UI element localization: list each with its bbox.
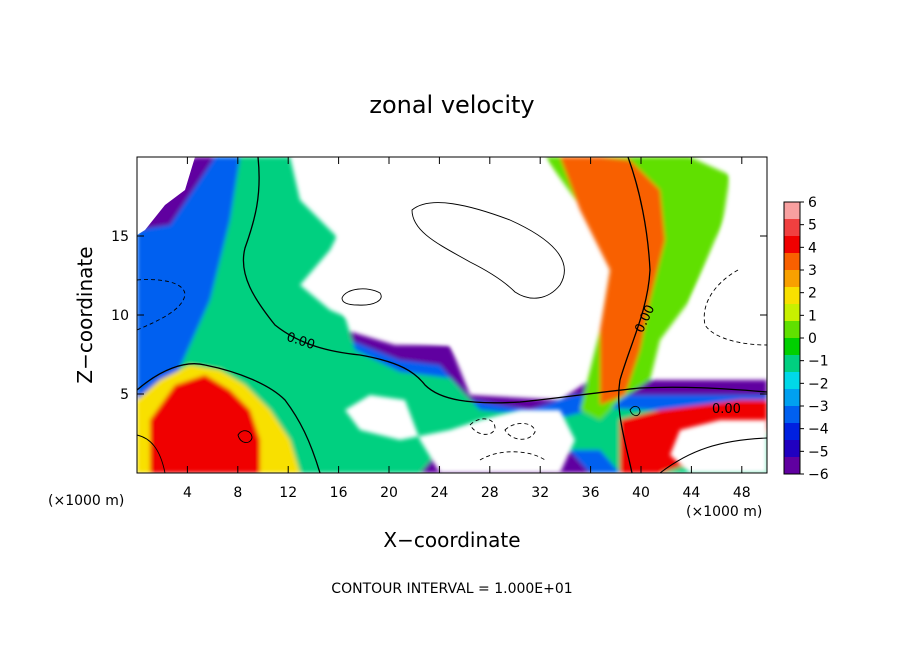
contour-dashed-right — [703, 269, 767, 346]
colorbar-swatch — [784, 338, 800, 356]
contour-dashed-lower-2 — [504, 423, 536, 440]
contour-dashed-lower-1 — [469, 418, 496, 435]
white-region-lower-right — [670, 420, 767, 473]
colorbar-swatch — [784, 202, 800, 220]
white-regions — [137, 157, 767, 473]
colorbar-swatch — [784, 270, 800, 288]
colorbar-label: 6 — [808, 195, 817, 211]
x-tick-label: 12 — [279, 485, 297, 501]
colorbar-label: −4 — [808, 422, 829, 438]
x-tick-label: 8 — [233, 485, 242, 501]
contour-zero-left — [242, 157, 767, 404]
y-tick-label: 5 — [120, 387, 129, 403]
colorbar-label: −6 — [808, 467, 829, 483]
colorbar-label: 1 — [808, 308, 817, 324]
colorbar-swatch — [784, 440, 800, 458]
x-ticks: 4 8 12 16 20 24 28 32 36 40 44 48 — [183, 157, 751, 501]
velocity-field — [137, 157, 767, 473]
field-lower-left-warm — [150, 375, 260, 473]
x-tick-label: 16 — [330, 485, 348, 501]
x-tick-label: 20 — [380, 485, 398, 501]
x-unit-left: (×1000 m) — [48, 493, 124, 509]
contour-lower-left-corner — [137, 434, 166, 473]
colorbar-label: −2 — [808, 376, 829, 392]
colorbar-swatch — [784, 389, 800, 407]
colorbar-swatch — [784, 287, 800, 305]
colorbar: 6 5 4 3 2 1 0 −1 −2 −3 −4 −5 −6 — [783, 195, 829, 483]
contour-interval-note: CONTOUR INTERVAL = 1.000E+01 — [331, 581, 572, 597]
x-axis-label: X−coordinate — [383, 528, 520, 552]
x-tick-label: 28 — [481, 485, 499, 501]
y-ticks: 5 10 15 — [111, 229, 767, 403]
colorbar-swatch — [784, 355, 800, 373]
colorbar-label: 0 — [808, 331, 817, 347]
y-tick-label: 10 — [111, 308, 129, 324]
contour-upper-loop — [411, 202, 565, 299]
colorbar-swatch — [784, 372, 800, 390]
chart-title: zonal velocity — [369, 91, 534, 119]
x-tick-label: 44 — [682, 485, 700, 501]
colorbar-label: 3 — [808, 263, 817, 279]
colorbar-swatch — [784, 321, 800, 339]
y-tick-label: 15 — [111, 229, 129, 245]
colorbar-swatch — [784, 304, 800, 322]
field-right-core — [560, 157, 665, 405]
x-tick-label: 24 — [430, 485, 448, 501]
white-region-lower-center — [345, 395, 575, 473]
field-left-inner — [140, 157, 767, 473]
x-tick-label: 48 — [733, 485, 751, 501]
x-tick-label: 40 — [632, 485, 650, 501]
colorbar-label: 5 — [808, 218, 817, 234]
colorbar-swatch — [784, 253, 800, 271]
colorbar-label: −1 — [808, 354, 829, 370]
contour-small-ring-1 — [237, 430, 253, 443]
white-region-upper-left — [137, 157, 195, 235]
colorbar-swatch — [784, 423, 800, 441]
contour-dashed-lower-3 — [479, 451, 546, 461]
x-tick-label: 4 — [183, 485, 192, 501]
contour-small-ring-2 — [629, 405, 641, 417]
x-unit-right: (×1000 m) — [686, 504, 762, 520]
y-axis-label: Z−coordinate — [73, 246, 97, 383]
colorbar-label: 4 — [808, 240, 817, 256]
colorbar-swatch — [784, 406, 800, 424]
contour-small-loop — [341, 288, 382, 306]
contours — [137, 157, 767, 473]
colorbar-swatch — [784, 219, 800, 237]
x-tick-label: 36 — [582, 485, 600, 501]
colorbar-label: 2 — [808, 286, 817, 302]
colorbar-label: −3 — [808, 399, 829, 415]
white-region-center — [300, 157, 600, 372]
colorbar-swatch — [784, 457, 800, 475]
colorbar-swatch — [784, 236, 800, 254]
contour-zero-tail — [659, 437, 767, 473]
x-tick-label: 32 — [531, 485, 549, 501]
contour-zero-lower — [137, 363, 321, 473]
contour-label-bottom: 0.00 — [712, 402, 741, 417]
contour-zero-right — [618, 157, 651, 473]
contour-dashed-left — [137, 279, 186, 331]
white-region-right-mid — [690, 157, 767, 370]
colorbar-label: −5 — [808, 444, 829, 460]
